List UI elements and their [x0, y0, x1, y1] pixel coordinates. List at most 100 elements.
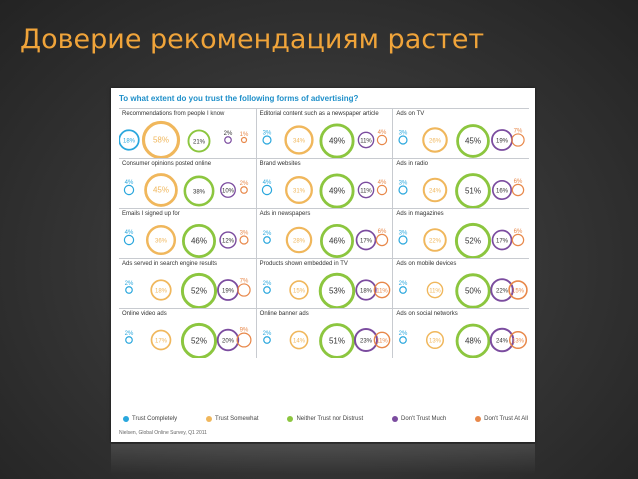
bubble-value-label: 2% [224, 131, 233, 137]
category-label: Online video ads [122, 311, 167, 317]
bubble-neither [319, 224, 354, 258]
bubble-value-label: 2% [399, 281, 408, 287]
bubble-dont-trust-much [490, 327, 515, 353]
bubble-dont-trust-at-all [376, 134, 387, 146]
legend-dot-icon [475, 416, 482, 422]
chart-source: Nielsen, Global Online Survey, Q1 2011 [119, 430, 207, 436]
bubble-trust-somewhat [150, 279, 172, 301]
bubble-value-label: 11% [376, 289, 388, 295]
bubble-neither [318, 323, 355, 358]
category-label: Online banner ads [259, 311, 309, 317]
bubble-neither [455, 273, 492, 308]
bubble-value-label: 12% [222, 239, 235, 245]
bubble-dont-trust-at-all [240, 186, 248, 194]
bubble-trust-completely [261, 184, 272, 196]
bubble-neither [455, 323, 491, 358]
bubble-dont-trust-at-all [375, 233, 388, 247]
category-label: Recommendations from people I know [122, 111, 225, 117]
bubble-value-label: 23% [360, 339, 373, 345]
bubble-value-label: 18% [155, 289, 168, 295]
chart-cell: Recommendations from people I know 18% 58%… [119, 108, 256, 158]
bubble-trust-somewhat [141, 120, 181, 158]
bubble-value-label: 52% [465, 237, 481, 246]
slide-title: Доверие рекомендациям растет [20, 24, 485, 55]
category-label: Ads on social networks [396, 311, 458, 317]
bubble-trust-completely [399, 336, 408, 344]
bubble-dont-trust-at-all [373, 331, 390, 349]
chart-cell: Ads on social networks 2% 13% 48% 24% 13% [392, 308, 529, 358]
legend-label: Trust Somewhat [215, 416, 259, 422]
legend-item: Trust Somewhat [206, 416, 259, 422]
bubble-trust-somewhat [285, 226, 312, 254]
legend-label: Don't Trust Much [401, 416, 447, 422]
bubble-value-label: 52% [191, 337, 207, 346]
category-label: Emails I signed up for [122, 211, 180, 217]
bubble-value-label: 2% [240, 181, 249, 187]
bubble-value-label: 45% [465, 137, 481, 146]
bubble-trust-somewhat [144, 173, 178, 207]
bubble-value-label: 15% [293, 289, 306, 295]
bubble-dont-trust-much [219, 231, 237, 249]
bubble-value-label: 10% [222, 189, 235, 195]
bubble-value-label: 7% [240, 278, 249, 284]
bubble-value-label: 45% [153, 186, 169, 195]
legend-item: Don't Trust At All [475, 416, 528, 422]
chart-cell: Ads in radio 3% 24% 51% 16% 6% [392, 158, 529, 208]
bubble-value-label: 52% [191, 287, 207, 296]
bubble-trust-completely [262, 236, 271, 244]
chart-cell: Online video ads 2% 17% 52% 20% 9% [119, 308, 256, 358]
bubble-value-label: 50% [465, 287, 481, 296]
bubble-trust-somewhat [150, 329, 172, 351]
legend-item: Neither Trust nor Distrust [287, 416, 363, 422]
bubble-value-label: 22% [496, 289, 509, 295]
bubble-value-label: 2% [125, 281, 134, 287]
bubble-value-label: 22% [429, 239, 442, 245]
bubble-trust-somewhat [145, 224, 177, 256]
bubble-value-label: 3% [399, 181, 408, 187]
bubble-trust-completely [123, 184, 135, 196]
bubble-value-label: 4% [125, 230, 134, 236]
bubble-neither [318, 272, 355, 308]
category-label: Ads in magazines [396, 211, 444, 217]
bubble-neither [187, 129, 211, 153]
bubble-dont-trust-at-all [376, 184, 387, 196]
bubble-neither [183, 175, 215, 207]
bubble-value-label: 3% [262, 131, 271, 137]
bubble-dont-trust-at-all [373, 281, 390, 299]
bubble-value-label: 2% [125, 331, 134, 337]
bubble-value-label: 11% [360, 189, 372, 195]
bubble-trust-completely [262, 336, 271, 344]
chart-cell: Ads in newspapers 2% 28% 46% 17% 6% [255, 208, 393, 258]
chart-cell: Online banner ads 2% 14% 51% 23% 11% [255, 308, 393, 358]
bubble-trust-somewhat [289, 330, 309, 350]
bubble-value-label: 26% [429, 139, 442, 145]
bubble-row: 2% 11% 50% 22% 15% [399, 273, 529, 308]
bubble-neither [180, 272, 218, 308]
bubble-trust-completely [398, 235, 408, 245]
bubble-value-label: 6% [514, 229, 523, 235]
bubble-trust-completely [262, 135, 272, 145]
legend-label: Don't Trust At All [484, 416, 528, 422]
bubble-trust-somewhat [284, 176, 313, 204]
bubble-dont-trust-much [216, 328, 240, 352]
legend-dot-icon [206, 416, 213, 422]
chart-legend: Trust Completely Trust Somewhat Neither Tr… [123, 416, 528, 422]
bubble-value-label: 31% [293, 189, 306, 195]
bubble-value-label: 34% [293, 139, 306, 145]
bubble-value-label: 3% [399, 231, 408, 237]
bubble-row: 2% 18% 52% 19% 7% [125, 272, 251, 308]
panel-reflection [111, 444, 535, 474]
bubble-neither [180, 322, 218, 358]
category-label: Ads in radio [396, 161, 429, 167]
bubble-trust-completely [125, 286, 133, 294]
bubble-dont-trust-much [353, 327, 378, 353]
bubble-grid: Recommendations from people I know 18% 58%… [119, 108, 529, 408]
bubble-dont-trust-much [491, 229, 513, 251]
chart-cell: Consumer opinions posted online 4% 45% 38% 1… [119, 158, 256, 208]
bubble-value-label: 14% [293, 339, 306, 345]
category-label: Ads on TV [396, 111, 425, 117]
legend-item: Don't Trust Much [392, 416, 446, 422]
bubble-value-label: 46% [191, 237, 207, 246]
bubble-dont-trust-at-all [512, 183, 525, 197]
bubble-trust-completely [123, 234, 135, 246]
